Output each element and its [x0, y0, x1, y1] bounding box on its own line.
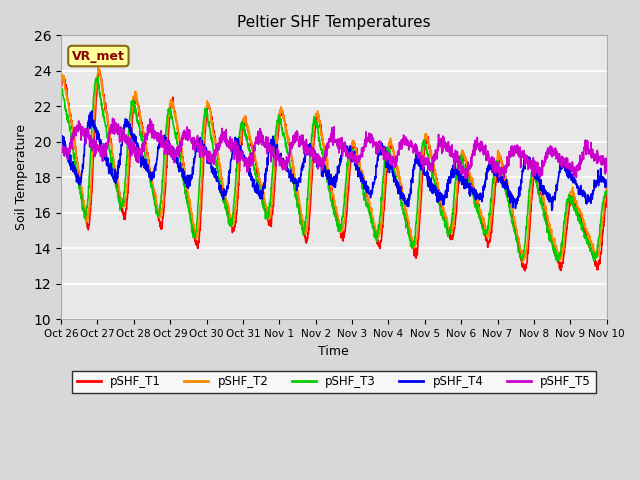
- pSHF_T2: [588, 239, 595, 245]
- pSHF_T2: [588, 238, 595, 243]
- pSHF_T2: [519, 260, 527, 265]
- pSHF_T4: [323, 170, 330, 176]
- pSHF_T5: [603, 162, 611, 168]
- Line: pSHF_T2: pSHF_T2: [61, 65, 607, 263]
- pSHF_T2: [323, 156, 330, 161]
- pSHF_T3: [323, 173, 330, 179]
- pSHF_T1: [85, 222, 93, 228]
- pSHF_T1: [323, 156, 330, 162]
- pSHF_T3: [588, 248, 595, 254]
- pSHF_T4: [308, 145, 316, 151]
- Line: pSHF_T4: pSHF_T4: [61, 111, 607, 210]
- pSHF_T3: [57, 82, 65, 88]
- pSHF_T1: [95, 67, 103, 73]
- Title: Peltier SHF Temperatures: Peltier SHF Temperatures: [237, 15, 431, 30]
- pSHF_T1: [308, 172, 316, 178]
- pSHF_T3: [308, 130, 316, 135]
- pSHF_T4: [88, 108, 96, 114]
- pSHF_T4: [57, 132, 65, 137]
- pSHF_T2: [487, 215, 495, 221]
- pSHF_T5: [500, 176, 508, 181]
- pSHF_T1: [57, 87, 65, 93]
- pSHF_T5: [487, 158, 495, 164]
- pSHF_T3: [94, 73, 102, 79]
- Line: pSHF_T1: pSHF_T1: [61, 70, 607, 271]
- pSHF_T5: [109, 116, 116, 121]
- pSHF_T3: [588, 246, 595, 252]
- pSHF_T2: [95, 62, 102, 68]
- Legend: pSHF_T1, pSHF_T2, pSHF_T3, pSHF_T4, pSHF_T5: pSHF_T1, pSHF_T2, pSHF_T3, pSHF_T4, pSHF…: [72, 371, 595, 393]
- Y-axis label: Soil Temperature: Soil Temperature: [15, 124, 28, 230]
- Line: pSHF_T5: pSHF_T5: [61, 119, 607, 179]
- pSHF_T4: [548, 207, 556, 213]
- pSHF_T5: [308, 145, 316, 151]
- pSHF_T4: [603, 180, 611, 186]
- pSHF_T5: [323, 153, 330, 159]
- pSHF_T3: [85, 185, 93, 191]
- pSHF_T4: [85, 118, 93, 124]
- pSHF_T5: [588, 140, 595, 145]
- Text: VR_met: VR_met: [72, 49, 125, 62]
- pSHF_T1: [588, 248, 595, 254]
- pSHF_T3: [554, 258, 562, 264]
- pSHF_T2: [603, 183, 611, 189]
- pSHF_T1: [588, 246, 595, 252]
- pSHF_T5: [57, 150, 65, 156]
- pSHF_T2: [85, 207, 93, 213]
- pSHF_T1: [603, 190, 611, 196]
- pSHF_T1: [521, 268, 529, 274]
- pSHF_T4: [487, 165, 495, 170]
- pSHF_T4: [588, 191, 595, 197]
- Line: pSHF_T3: pSHF_T3: [61, 76, 607, 261]
- X-axis label: Time: Time: [319, 345, 349, 358]
- pSHF_T2: [57, 80, 65, 86]
- pSHF_T4: [588, 192, 595, 197]
- pSHF_T1: [487, 229, 495, 235]
- pSHF_T3: [603, 189, 611, 195]
- pSHF_T2: [308, 156, 316, 162]
- pSHF_T5: [85, 131, 93, 136]
- pSHF_T3: [487, 199, 495, 205]
- pSHF_T5: [588, 155, 595, 161]
